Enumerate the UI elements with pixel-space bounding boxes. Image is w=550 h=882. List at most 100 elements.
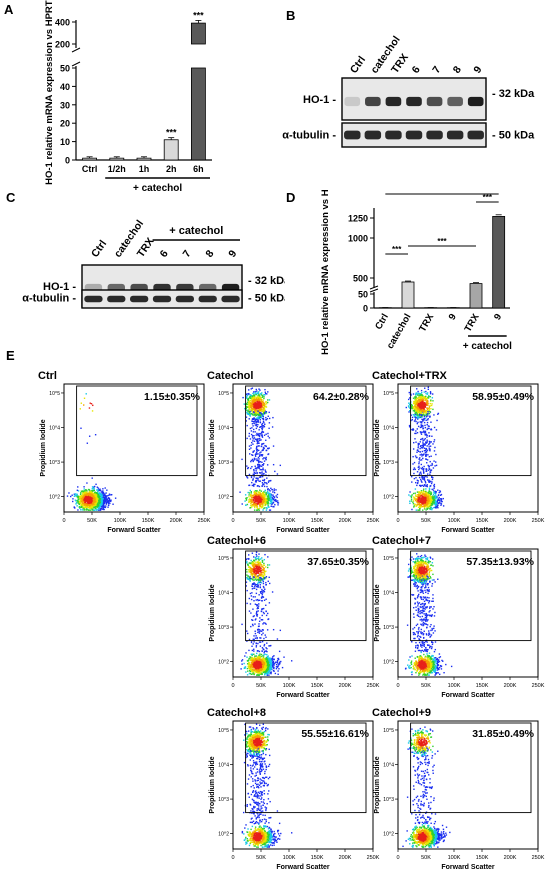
event-point (258, 432, 260, 435)
event-point (266, 500, 268, 503)
event-point (428, 442, 431, 444)
event-point (91, 490, 94, 492)
event-point (419, 393, 421, 395)
event-point (429, 402, 432, 405)
event-point (105, 495, 107, 497)
event-point (253, 641, 255, 643)
event-point (279, 629, 282, 632)
event-point (255, 501, 257, 503)
event-point (256, 409, 259, 411)
event-point (251, 410, 254, 412)
event-point (97, 497, 100, 499)
event-point (423, 410, 426, 412)
event-point (250, 567, 253, 570)
event-point (263, 463, 265, 465)
row-label-ho1: HO-1 - (43, 281, 76, 293)
event-point (262, 491, 264, 494)
event-point (426, 476, 428, 478)
event-point (83, 498, 85, 501)
event-point (418, 465, 420, 467)
event-point (84, 497, 87, 499)
event-point (271, 489, 274, 491)
event-point (424, 410, 427, 412)
event-point (99, 496, 102, 499)
event-point (420, 463, 423, 466)
event-point (91, 495, 93, 497)
event-point (264, 406, 266, 408)
event-point (264, 500, 266, 502)
panel-letter-e: E (6, 348, 15, 363)
event-point (257, 466, 259, 469)
event-point (428, 465, 430, 468)
event-point (415, 509, 418, 511)
event-point (423, 453, 425, 455)
event-point (258, 414, 261, 416)
event-point (93, 509, 95, 511)
event-point (255, 618, 257, 620)
event-point (433, 503, 435, 505)
event-point (106, 500, 108, 502)
event-point (81, 495, 83, 497)
event-point (91, 508, 93, 510)
event-point (417, 421, 419, 424)
event-point (257, 583, 259, 586)
event-point (263, 650, 266, 653)
event-point (247, 578, 249, 580)
event-point (258, 498, 261, 501)
event-point (271, 496, 273, 499)
event-point (83, 486, 85, 488)
event-point (254, 630, 256, 632)
event-point (442, 497, 444, 500)
event-point (413, 496, 415, 498)
event-point (262, 467, 264, 469)
event-point (430, 400, 432, 402)
event-point (256, 477, 258, 479)
event-point (423, 408, 425, 410)
event-point (429, 405, 431, 407)
event-point (255, 412, 257, 414)
event-point (427, 496, 429, 498)
event-point (423, 508, 426, 510)
event-point (258, 558, 260, 560)
event-point (263, 496, 266, 498)
event-point (265, 498, 267, 501)
event-point (262, 494, 265, 497)
event-point (256, 598, 259, 601)
event-point (246, 558, 248, 560)
event-point (432, 443, 434, 445)
event-point (254, 596, 256, 598)
event-point (253, 393, 255, 395)
event-point (262, 607, 265, 610)
event-point (425, 498, 428, 500)
event-point (255, 396, 257, 398)
event-point (100, 502, 102, 504)
event-point (256, 405, 258, 408)
event-point (422, 395, 424, 397)
x-tick-label: 1h (139, 164, 150, 174)
event-point (251, 649, 254, 652)
event-point (415, 408, 418, 411)
event-point (429, 460, 431, 463)
event-point (269, 499, 272, 501)
event-point (261, 557, 263, 559)
event-point (91, 496, 94, 499)
event-point (413, 420, 416, 422)
event-point (416, 456, 418, 459)
event-point (83, 503, 86, 505)
event-point (260, 496, 263, 498)
event-point (414, 419, 417, 421)
event-point (420, 424, 423, 427)
event-point (259, 404, 262, 407)
event-point (253, 459, 256, 461)
event-point (434, 497, 436, 499)
event-point (265, 623, 267, 625)
event-point (411, 508, 413, 511)
event-point (93, 502, 95, 504)
event-point (101, 501, 104, 503)
event-point (100, 489, 102, 492)
event-point (265, 471, 267, 473)
event-point (254, 419, 256, 421)
event-point (84, 503, 87, 505)
event-point (108, 493, 111, 495)
